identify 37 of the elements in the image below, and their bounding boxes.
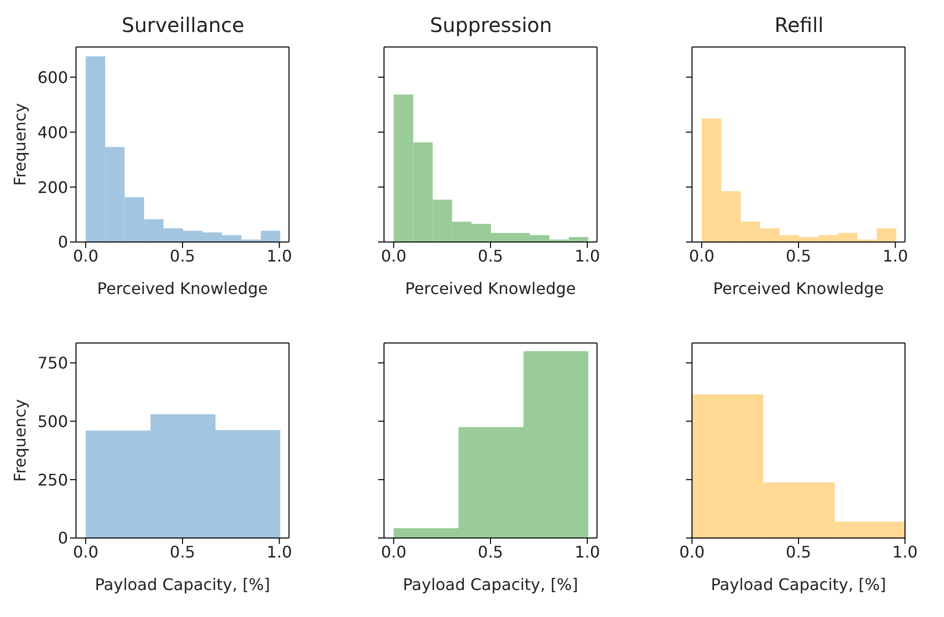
y-axis-title: Frequency bbox=[10, 399, 30, 482]
y-tick-label: 0 bbox=[58, 528, 68, 548]
x-tick-label: 1.0 bbox=[892, 542, 918, 562]
x-tick-label: 0.5 bbox=[478, 542, 504, 562]
x-tick-label: 0.0 bbox=[380, 246, 406, 266]
x-tick-label: 1.0 bbox=[266, 246, 292, 266]
y-tick-label: 0 bbox=[58, 232, 68, 252]
x-tick-label: 0.0 bbox=[72, 542, 98, 562]
x-axis-title: Payload Capacity, [%] bbox=[402, 575, 578, 594]
x-tick-label: 1.0 bbox=[574, 246, 600, 266]
x-tick-label: 0.5 bbox=[170, 246, 196, 266]
y-tick-label: 500 bbox=[37, 412, 68, 431]
y-tick-label: 250 bbox=[37, 470, 68, 490]
chart-title: Suppression bbox=[430, 13, 552, 37]
y-tick-label: 600 bbox=[37, 68, 68, 87]
x-tick-label: 0.0 bbox=[688, 246, 714, 266]
x-tick-label: 0.5 bbox=[786, 246, 812, 266]
x-tick-label: 0.0 bbox=[72, 246, 98, 266]
chart-title: Surveillance bbox=[122, 13, 244, 37]
x-tick-label: 0.5 bbox=[170, 542, 196, 562]
x-axis-title: Perceived Knowledge bbox=[713, 279, 884, 298]
x-tick-label: 0.5 bbox=[478, 246, 504, 266]
y-tick-label: 750 bbox=[37, 354, 68, 373]
x-axis-title: Perceived Knowledge bbox=[97, 279, 268, 298]
x-tick-label: 1.0 bbox=[266, 542, 292, 562]
x-tick-label: 0.0 bbox=[380, 542, 406, 562]
y-axis-title: Frequency bbox=[10, 103, 30, 186]
x-tick-label: 0.0 bbox=[679, 542, 705, 562]
x-axis-title: Perceived Knowledge bbox=[405, 279, 576, 298]
x-tick-label: 0.5 bbox=[786, 542, 812, 562]
x-tick-label: 1.0 bbox=[574, 542, 600, 562]
x-tick-label: 1.0 bbox=[882, 246, 908, 266]
chart-title: Refill bbox=[774, 13, 824, 37]
y-tick-label: 200 bbox=[37, 178, 68, 197]
y-tick-label: 400 bbox=[37, 122, 68, 142]
x-axis-title: Payload Capacity, [%] bbox=[710, 575, 886, 594]
x-axis-title: Payload Capacity, [%] bbox=[94, 575, 270, 594]
